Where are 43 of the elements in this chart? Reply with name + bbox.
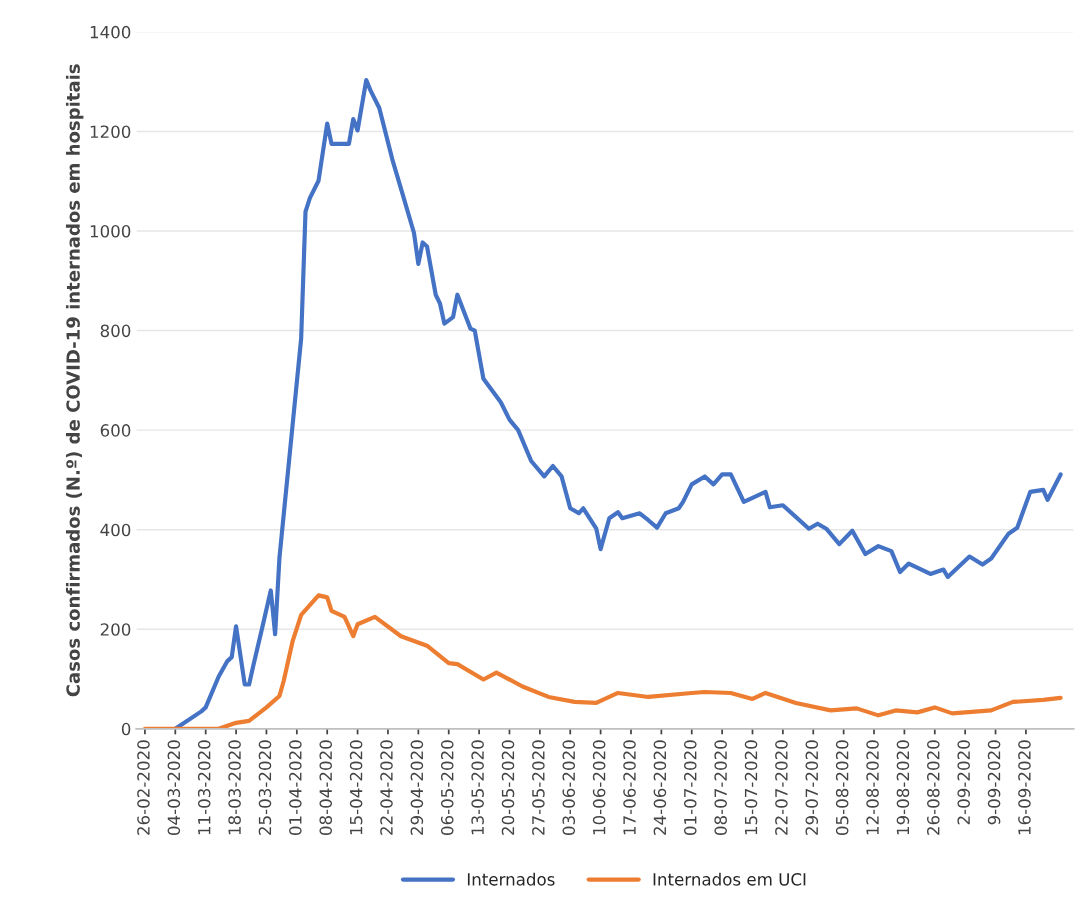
x-tick-label: 2-09-2020	[957, 740, 970, 825]
y-tick-label: 0	[121, 722, 131, 736]
x-tick-label: 08-04-2020	[319, 740, 333, 835]
line-series	[142, 593, 1063, 729]
legend-label: Internados em UCI	[653, 872, 806, 886]
x-tick-label: 25-03-2020	[258, 740, 272, 835]
y-axis-title: Casos confirmados (N.º) de COVID-19 internados em hospitais	[65, 64, 84, 697]
legend-label: Internados	[467, 872, 555, 886]
x-tick-label: 11-03-2020	[197, 740, 211, 835]
x-tick-label: 03-06-2020	[562, 740, 576, 835]
x-tick-label: 08-07-2020	[714, 740, 727, 835]
x-tick-label: 19-08-2020	[896, 740, 910, 835]
y-tick-label: 800	[100, 324, 131, 338]
x-tick-label: 12-08-2020	[866, 740, 879, 835]
x-tick-label: 17-06-2020	[623, 740, 636, 835]
x-tick-label: 18-03-2020	[228, 740, 241, 835]
x-tick-label: 15-07-2020	[744, 740, 758, 835]
x-tick-label: 16-09-2020	[1018, 740, 1031, 835]
x-tick-label: 01-04-2020	[289, 740, 302, 835]
y-tick-label: 200	[100, 623, 131, 636]
x-tick-label: 05-08-2020	[835, 740, 849, 835]
x-tick-label: 9-09-2020	[987, 740, 1001, 825]
x-tick-label: 29-04-2020	[410, 740, 424, 835]
x-tick-label: 27-05-2020	[532, 740, 545, 835]
y-tick-label: 1200	[90, 125, 131, 139]
x-tick-label: 26-02-2020	[137, 740, 150, 835]
x-tick-label: 22-04-2020	[380, 740, 393, 835]
x-tick-label: 13-05-2020	[471, 740, 484, 835]
x-tick-label: 04-03-2020	[167, 740, 181, 835]
x-tick-label: 15-04-2020	[349, 740, 363, 835]
y-tick-label: 600	[100, 424, 131, 437]
y-tick-label: 1000	[90, 224, 131, 238]
x-tick-label: 26-08-2020	[927, 740, 940, 835]
x-tick-label: 01-07-2020	[683, 740, 697, 835]
y-tick-label: 400	[100, 523, 131, 537]
x-tick-label: 22-07-2020	[775, 740, 788, 835]
x-tick-label: 10-06-2020	[592, 740, 606, 835]
line-series	[173, 78, 1063, 729]
x-tick-label: 20-05-2020	[501, 740, 515, 835]
x-tick-label: 06-05-2020	[440, 740, 454, 835]
y-tick-label: 1400	[90, 25, 131, 39]
x-tick-label: 24-06-2020	[653, 740, 667, 835]
x-tick-label: 29-07-2020	[805, 740, 819, 835]
